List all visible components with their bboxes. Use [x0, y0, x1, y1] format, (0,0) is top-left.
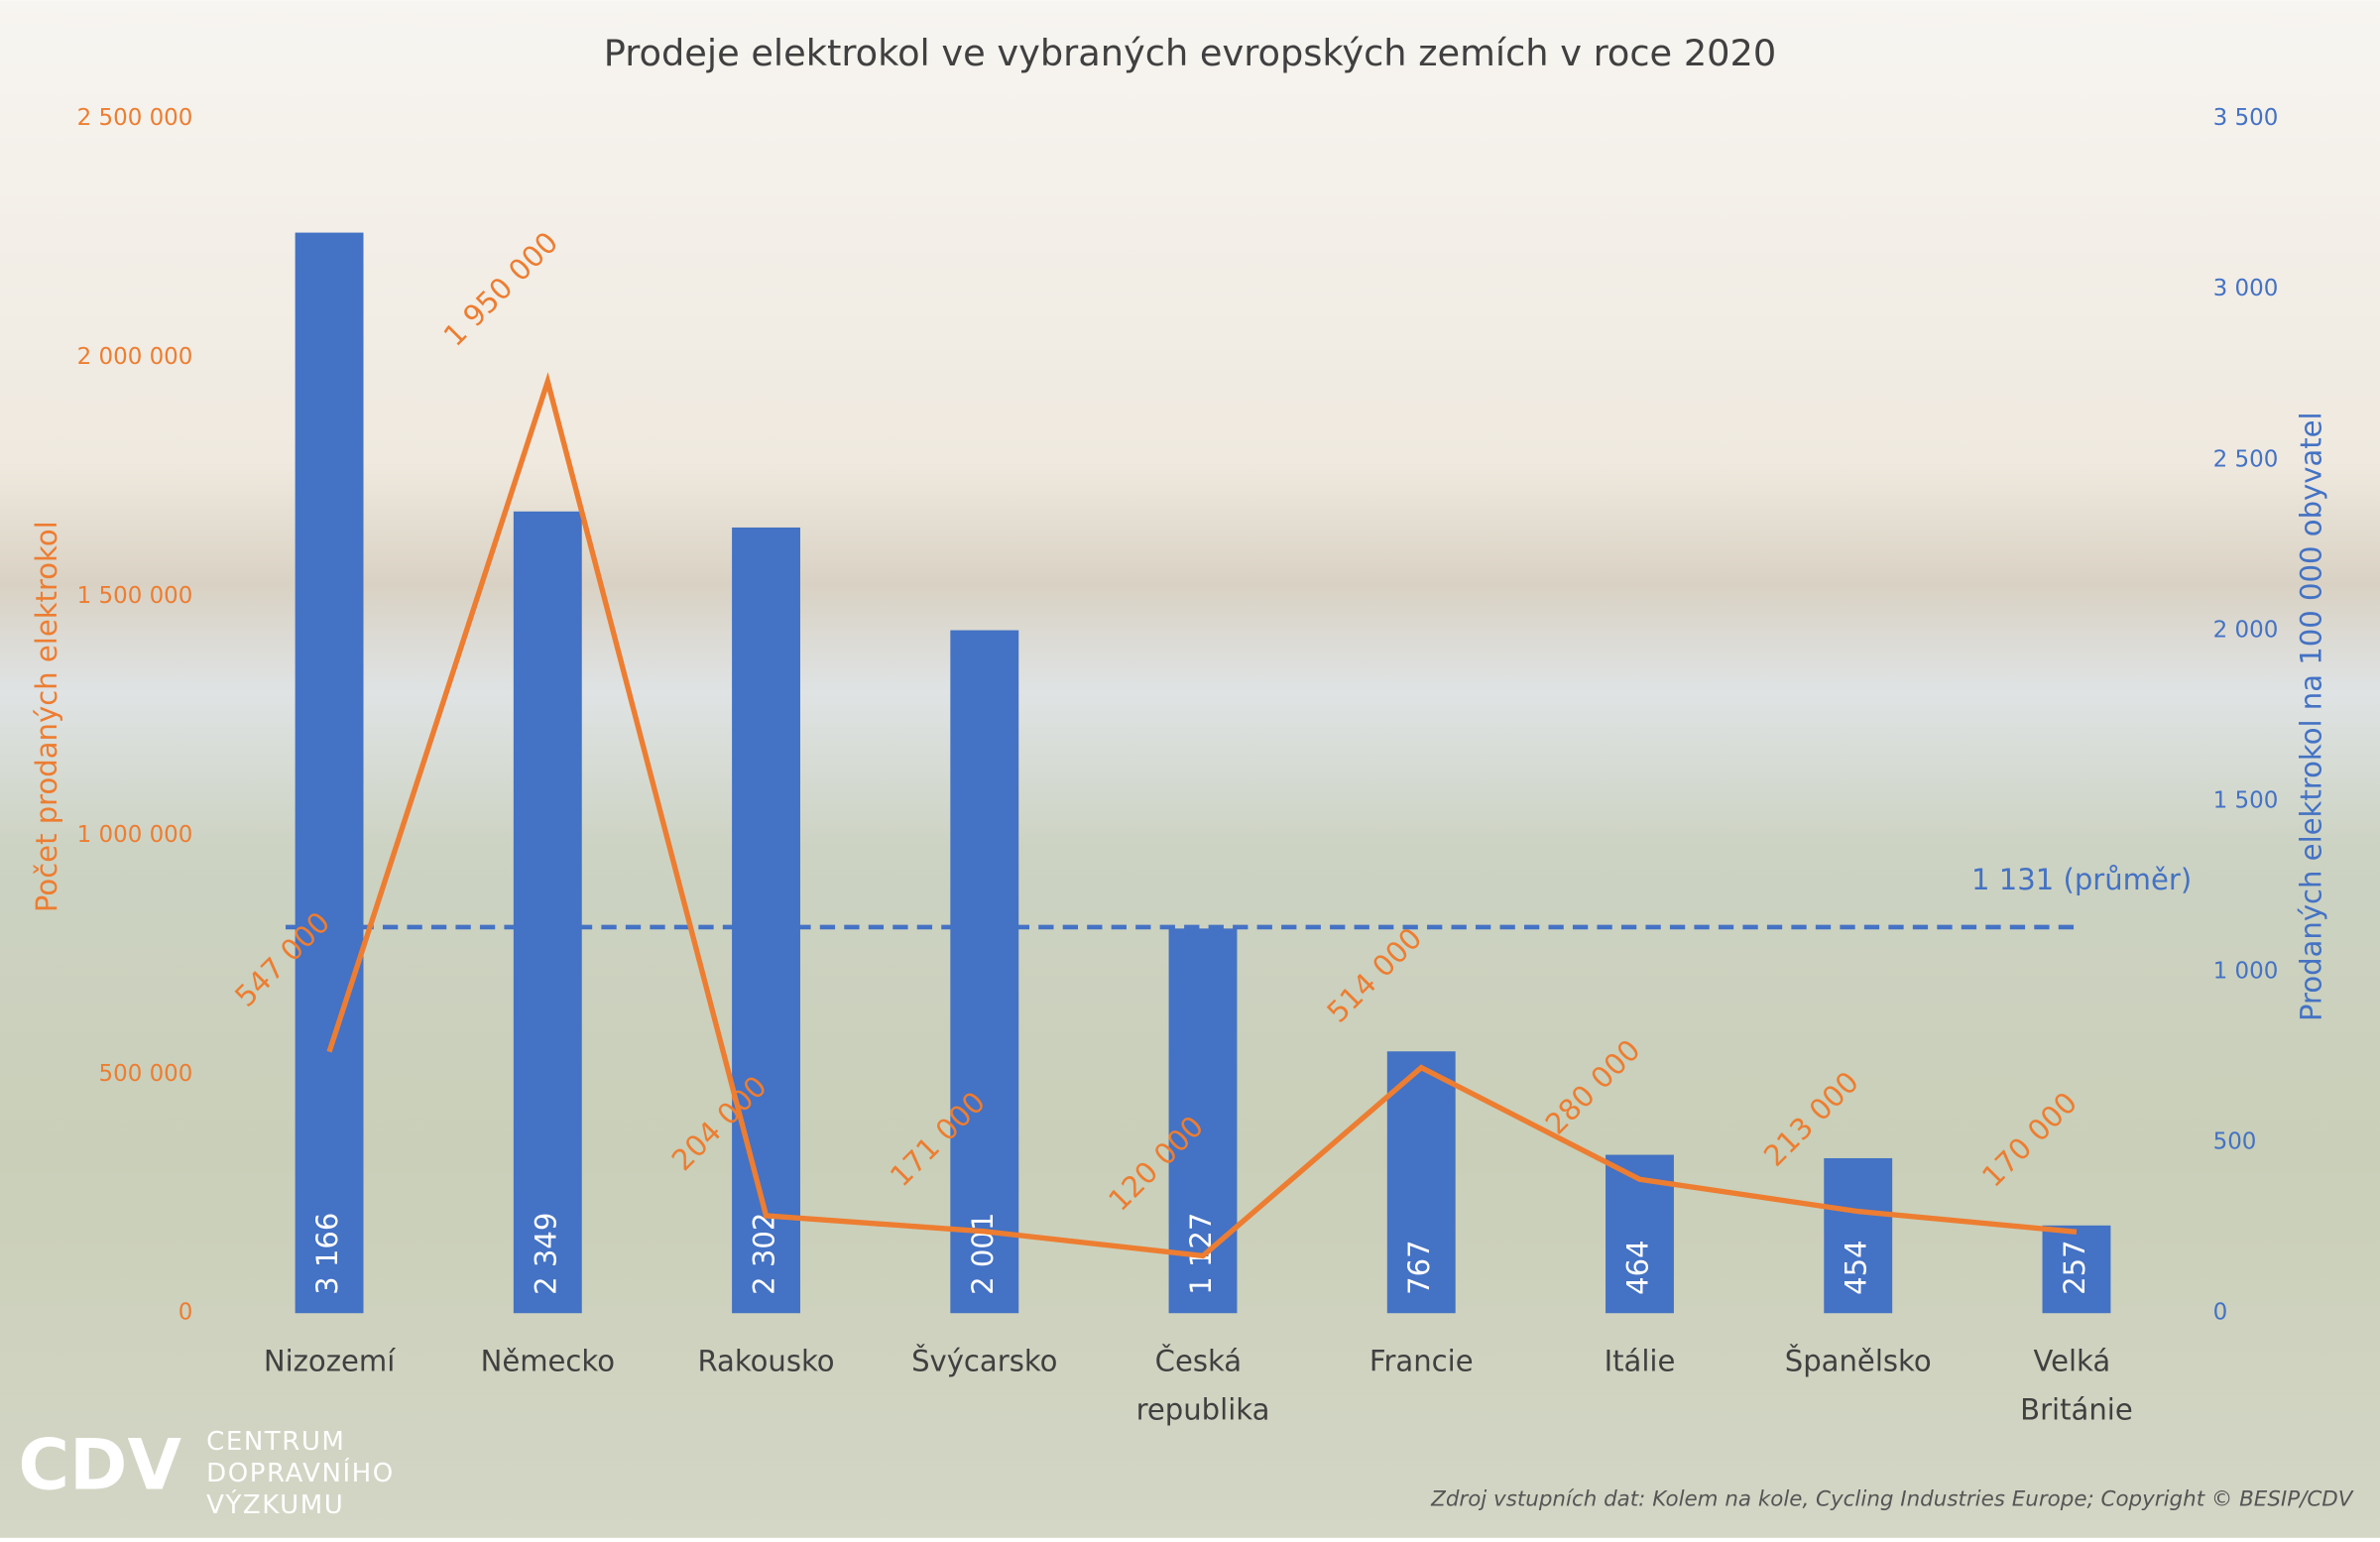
y2-tick-label: 3 500 — [2213, 105, 2279, 131]
y-tick-label: 2 000 000 — [77, 344, 193, 370]
x-tick-label: Itálie — [1605, 1345, 1676, 1378]
x-tick-label: Španělsko — [1785, 1345, 1932, 1378]
y2-tick-label: 2 000 — [2213, 617, 2279, 643]
bar — [1386, 1051, 1456, 1314]
bar — [513, 511, 582, 1314]
bar-value-label: 454 — [1840, 1240, 1873, 1295]
bar-value-label: 767 — [1402, 1240, 1436, 1295]
y2-tick-label: 3 000 — [2213, 276, 2279, 301]
bar — [1824, 1157, 1893, 1314]
line — [326, 372, 2078, 1259]
bar — [2042, 1225, 2111, 1314]
y2-tick-label: 1 000 — [2213, 959, 2279, 985]
logo-text: CENTRUM — [206, 1427, 345, 1457]
x-tick-label: Francie — [1369, 1345, 1474, 1378]
x-tick-label: Velká Británie — [2020, 1345, 2133, 1427]
bar — [295, 232, 364, 1314]
bar-value-label: 2 001 — [966, 1213, 1000, 1295]
x-tick-label: Česká republika — [1136, 1345, 1270, 1427]
chart-title: Prodeje elektrokol ve vybraných evropský… — [604, 32, 1777, 74]
y-tick-label: 1 500 000 — [77, 583, 193, 609]
y-tick-label: 500 000 — [99, 1061, 193, 1087]
x-tick-label: Švýcarsko — [911, 1345, 1057, 1378]
bar-value-label: 2 302 — [748, 1213, 781, 1295]
y2-tick-label: 500 — [2213, 1129, 2257, 1155]
bar-value-label: 3 166 — [310, 1213, 344, 1295]
y2-tick-label: 2 500 — [2213, 446, 2279, 472]
logo-text: DOPRAVNÍHO — [206, 1457, 395, 1488]
bar-value-label: 2 349 — [529, 1213, 562, 1295]
y2-tick-label: 1 500 — [2213, 787, 2279, 813]
source-note: Zdroj vstupních dat: Kolem na kole, Cycl… — [1430, 1486, 2354, 1511]
y2-tick-label: 0 — [2213, 1300, 2228, 1326]
logo-text: VÝZKUMU — [206, 1488, 344, 1520]
x-tick-label: Německo — [481, 1345, 615, 1378]
logo-mark: CDV — [18, 1424, 181, 1505]
y2-axis-title: Prodaných elektrokol na 100 000 obyvatel — [2295, 412, 2328, 1021]
y-tick-label: 1 000 000 — [77, 822, 193, 848]
bar — [950, 630, 1019, 1314]
bar — [732, 527, 800, 1314]
bar-value-label: 464 — [1620, 1240, 1654, 1295]
y-tick-label: 2 500 000 — [77, 105, 193, 131]
y-axis-title: Počet prodaných elektrokol — [30, 521, 63, 912]
bar — [1168, 928, 1238, 1314]
y-tick-label: 0 — [178, 1300, 193, 1326]
bar-value-label: 257 — [2058, 1240, 2091, 1295]
x-tick-label: Rakousko — [697, 1345, 834, 1378]
x-tick-label: Nizozemí — [264, 1345, 396, 1378]
average-label: 1 131 (průměr) — [1971, 863, 2192, 896]
